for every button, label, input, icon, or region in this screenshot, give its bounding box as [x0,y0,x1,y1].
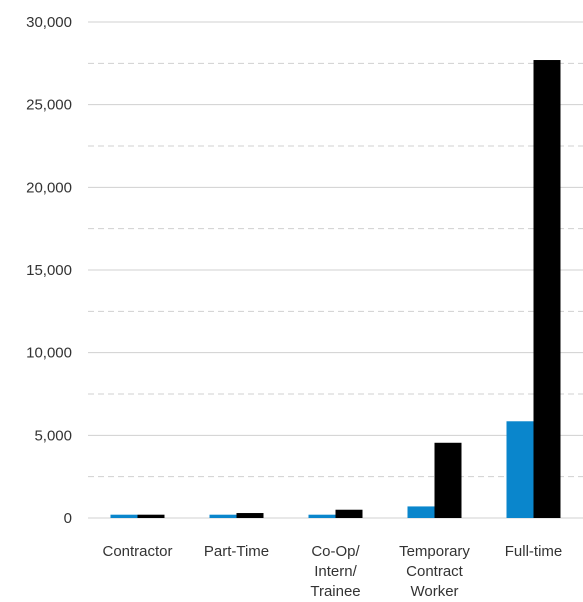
bars [110,60,561,518]
bar-series-2-cat-3 [335,509,363,518]
x-category-label: Contractor [102,543,172,560]
y-tick-label: 25,000 [26,97,72,114]
bar-series-1-cat-4 [407,506,435,518]
grid-lines [88,21,583,519]
bar-series-1-cat-2 [209,514,237,518]
y-axis-tick-labels: 0 5,000 10,000 15,000 20,000 25,000 30,000 [26,14,72,527]
x-category-label: Part-Time [204,543,269,560]
bar-series-2-cat-2 [236,513,264,518]
y-tick-label: 0 [64,510,72,527]
y-tick-label: 30,000 [26,14,72,31]
y-tick-label: 10,000 [26,345,72,362]
y-tick-label: 5,000 [34,427,72,444]
x-axis-category-labels: Contractor Part-Time Co-Op/Intern/Trainee T… [102,543,562,600]
x-category-label: Full-time [505,543,563,560]
bar-series-2-cat-1 [137,514,165,518]
y-tick-label: 15,000 [26,262,72,279]
bar-series-1-cat-5 [506,421,534,518]
x-category-label: Temporary Contract Worker [399,543,470,600]
bar-series-2-cat-5 [533,60,561,518]
y-tick-label: 20,000 [26,179,72,196]
bar-series-1-cat-3 [308,514,336,518]
x-category-label: Co-Op/Intern/Trainee [310,543,360,600]
bar-series-1-cat-1 [110,514,138,518]
bar-series-2-cat-4 [434,442,462,518]
